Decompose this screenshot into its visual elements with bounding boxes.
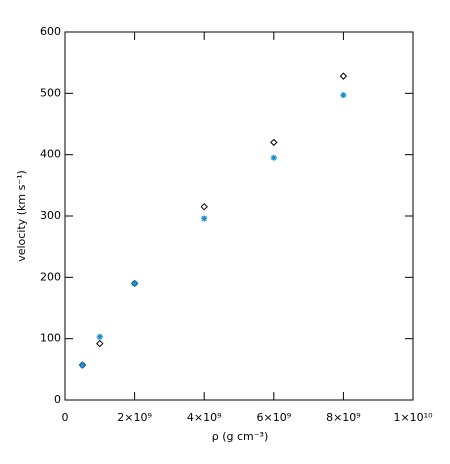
y-tick-label: 600 [40, 25, 61, 38]
y-tick-label: 300 [40, 209, 61, 222]
x-tick-label: 2×10⁹ [117, 411, 152, 424]
point [270, 138, 278, 147]
plot-frame [64, 31, 414, 401]
x-tick-label: 4×10⁹ [187, 411, 222, 424]
point [270, 154, 277, 161]
point [340, 92, 347, 99]
y-tick-label: 0 [54, 393, 61, 406]
x-tick-label: 6×10⁹ [256, 411, 291, 424]
y-axis-label: velocity (km s⁻¹) [15, 170, 28, 262]
x-tick-label: 8×10⁹ [326, 411, 361, 424]
point [96, 333, 103, 340]
x-axis-label: ρ (g cm⁻³) [212, 430, 269, 443]
y-tick-label: 500 [40, 86, 61, 99]
point [130, 279, 139, 288]
point [200, 203, 208, 211]
point [339, 72, 348, 80]
point [79, 362, 86, 369]
y-tick-label: 200 [40, 270, 61, 283]
y-tick-label: 100 [40, 332, 61, 345]
point [96, 339, 104, 348]
point [201, 215, 208, 222]
x-tick-label: 0 [62, 411, 69, 424]
x-tick-label: 1×10¹⁰ [393, 411, 433, 424]
point [131, 280, 138, 287]
y-tick-label: 400 [40, 148, 61, 161]
